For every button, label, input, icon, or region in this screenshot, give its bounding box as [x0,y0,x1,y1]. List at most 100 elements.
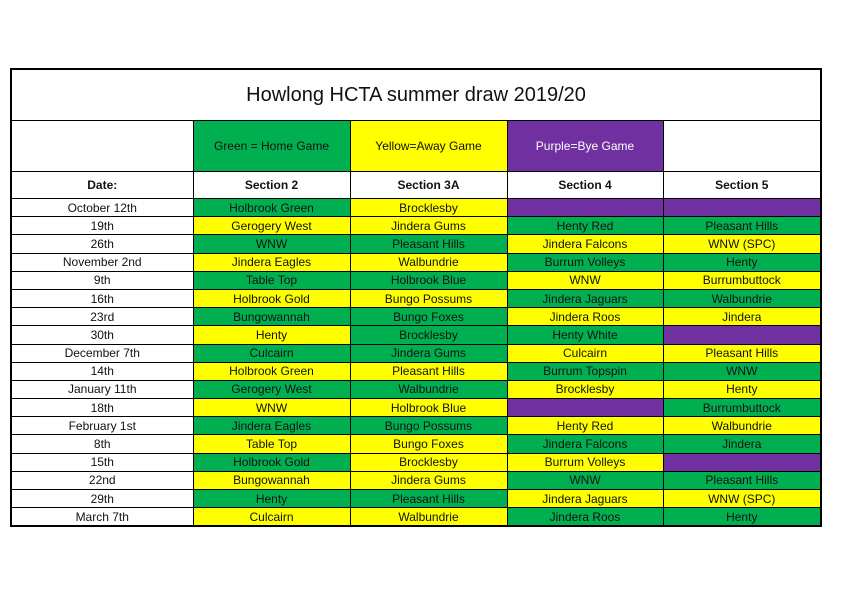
fixture-cell: Jindera [662,307,822,327]
fixture-cell: Jindera [662,434,822,454]
fixture-cell: Walbundrie [349,507,508,527]
date-cell: 19th [10,216,194,236]
fixture-cell: WNW [662,361,822,381]
fixture-cell: Bungo Possums [349,416,508,436]
table-row: January 11th Gerogery West Walbundrie Brock… [10,379,822,400]
table-row: 26th WNW Pleasant Hills Jindera Falcons WNW … [10,234,822,254]
fixture-cell: Holbrook Blue [349,270,508,290]
fixture-cell: Brocklesby [349,452,508,472]
fixture-cell [662,197,822,218]
legend-home: Green = Home Game [192,120,351,172]
fixture-cell: Holbrook Green [192,361,351,381]
header-section-4: Section 4 [506,171,664,199]
fixture-cell: Jindera Falcons [506,234,664,254]
fixture-cell: Walbundrie [662,288,822,309]
date-cell: 16th [10,288,194,309]
fixture-cell: Bungo Foxes [349,307,508,327]
legend-empty [10,120,194,172]
fixture-cell: Holbrook Green [192,197,351,218]
legend-bye: Purple=Bye Game [506,120,664,172]
fixture-cell: Culcairn [192,343,351,363]
table-row: 9th Table Top Holbrook Blue WNW Burrumbuttoc… [10,270,822,290]
fixture-cell: WNW (SPC) [662,488,822,509]
fixture-cell: Jindera Eagles [192,416,351,436]
date-cell: February 1st [10,416,194,436]
fixture-cell [506,197,664,218]
fixture-cell: WNW [506,470,664,491]
header-date: Date: [10,171,194,199]
table-row: December 7th Culcairn Jindera Gums Culcairn… [10,343,822,363]
fixture-cell: Henty Red [506,416,664,436]
fixture-cell: WNW [192,234,351,254]
date-cell: 23rd [10,307,194,327]
fixture-cell: Gerogery West [192,379,351,400]
fixture-cell: Pleasant Hills [662,343,822,363]
fixture-cell: Jindera Eagles [192,252,351,272]
table-row: 18th WNW Holbrook Blue Burrumbuttock [10,398,822,418]
fixture-cell: Henty [192,488,351,509]
date-cell: 8th [10,434,194,454]
fixture-cell: Henty Red [506,216,664,236]
fixture-cell [662,452,822,472]
fixture-cell: Pleasant Hills [349,234,508,254]
date-cell: March 7th [10,507,194,527]
fixture-cell: Burrumbuttock [662,398,822,418]
date-cell: November 2nd [10,252,194,272]
fixture-cell: Burrum Volleys [506,252,664,272]
fixture-cell: Jindera Gums [349,343,508,363]
table-row: October 12th Holbrook Green Brocklesby [10,197,822,218]
date-cell: 22nd [10,470,194,491]
date-cell: January 11th [10,379,194,400]
date-cell: 18th [10,398,194,418]
fixture-cell: Jindera Roos [506,307,664,327]
fixture-cell: Pleasant Hills [662,216,822,236]
fixture-cell: Holbrook Gold [192,288,351,309]
header-section-2: Section 2 [192,171,351,199]
header-section-3a: Section 3A [349,171,508,199]
fixture-cell: Jindera Gums [349,470,508,491]
fixture-cell: Jindera Jaguars [506,488,664,509]
draw-table: Howlong HCTA summer draw 2019/20 Green =… [10,68,823,528]
fixture-cell: WNW [506,270,664,290]
fixture-cell: Holbrook Gold [192,452,351,472]
table-row: 15th Holbrook Gold Brocklesby Burrum Volley… [10,452,822,472]
table-row: 8th Table Top Bungo Foxes Jindera Falcons Ji… [10,434,822,454]
fixture-cell: Burrum Topspin [506,361,664,381]
fixture-cell: Walbundrie [349,379,508,400]
table-row: 23rd Bungowannah Bungo Foxes Jindera Roos Ji… [10,307,822,327]
table-row: February 1st Jindera Eagles Bungo Possums H… [10,416,822,436]
fixture-cell: Bungowannah [192,307,351,327]
date-cell: 29th [10,488,194,509]
fixture-cell: Henty [192,325,351,345]
page-title: Howlong HCTA summer draw 2019/20 [10,68,822,121]
fixture-cell [506,398,664,418]
fixture-cell [662,325,822,345]
table-row: November 2nd Jindera Eagles Walbundrie Burr… [10,252,822,272]
date-cell: December 7th [10,343,194,363]
fixture-cell: Burrum Volleys [506,452,664,472]
fixture-cell: Jindera Jaguars [506,288,664,309]
fixture-cell: Burrumbuttock [662,270,822,290]
date-cell: 15th [10,452,194,472]
table-row: 19th Gerogery West Jindera Gums Henty Red Pl… [10,216,822,236]
table-row: 30th Henty Brocklesby Henty White [10,325,822,345]
fixture-cell: WNW (SPC) [662,234,822,254]
date-cell: 26th [10,234,194,254]
fixture-cell: Bungo Foxes [349,434,508,454]
fixture-cell: WNW [192,398,351,418]
fixture-cell: Culcairn [192,507,351,527]
fixture-cell: Henty [662,252,822,272]
fixture-cell: Henty [662,379,822,400]
header-row: Date: Section 2 Section 3A Section 4 Sec… [10,171,822,199]
fixture-cell: Table Top [192,270,351,290]
fixture-cell: Jindera Falcons [506,434,664,454]
fixture-cell: Culcairn [506,343,664,363]
table-row: 14th Holbrook Green Pleasant Hills Burrum T… [10,361,822,381]
legend-away: Yellow=Away Game [349,120,508,172]
legend-empty [662,120,822,172]
table-row: 16th Holbrook Gold Bungo Possums Jindera Ja… [10,288,822,309]
fixture-cell: Walbundrie [662,416,822,436]
fixture-cell: Holbrook Blue [349,398,508,418]
fixture-cell: Brocklesby [349,197,508,218]
date-cell: 30th [10,325,194,345]
